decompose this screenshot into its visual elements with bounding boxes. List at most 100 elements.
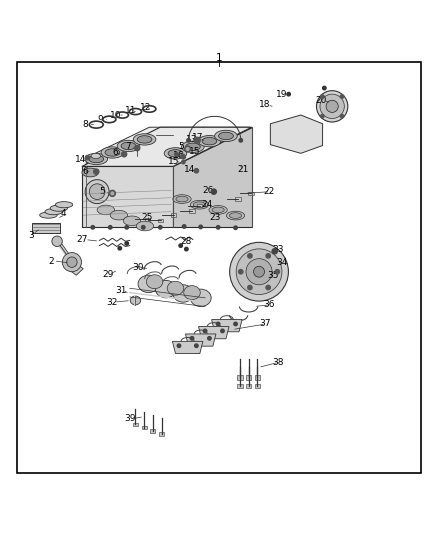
Bar bbox=[141, 426, 147, 429]
Text: 20: 20 bbox=[316, 96, 327, 105]
Circle shape bbox=[177, 344, 181, 348]
Ellipse shape bbox=[246, 259, 272, 285]
Circle shape bbox=[266, 285, 270, 290]
Ellipse shape bbox=[198, 135, 221, 147]
Bar bbox=[254, 375, 260, 379]
Text: 33: 33 bbox=[272, 246, 283, 254]
Ellipse shape bbox=[185, 143, 200, 150]
Ellipse shape bbox=[202, 138, 217, 145]
Ellipse shape bbox=[173, 195, 191, 204]
Ellipse shape bbox=[85, 180, 109, 204]
Bar bbox=[32, 223, 60, 232]
Text: 3: 3 bbox=[28, 231, 34, 240]
Ellipse shape bbox=[219, 132, 233, 140]
Circle shape bbox=[182, 160, 185, 164]
Circle shape bbox=[194, 168, 198, 173]
Text: 25: 25 bbox=[141, 213, 153, 222]
Text: 12: 12 bbox=[140, 103, 152, 112]
Bar bbox=[237, 375, 243, 379]
Circle shape bbox=[221, 329, 224, 333]
Text: 13: 13 bbox=[186, 135, 198, 144]
Polygon shape bbox=[270, 115, 322, 154]
Circle shape bbox=[194, 344, 198, 348]
Circle shape bbox=[340, 115, 344, 118]
Ellipse shape bbox=[133, 134, 156, 145]
Ellipse shape bbox=[215, 130, 237, 142]
Circle shape bbox=[234, 322, 237, 326]
Ellipse shape bbox=[230, 243, 288, 301]
Ellipse shape bbox=[89, 184, 105, 199]
Circle shape bbox=[272, 249, 277, 254]
Polygon shape bbox=[86, 127, 250, 175]
Text: 27: 27 bbox=[76, 235, 88, 244]
Circle shape bbox=[185, 247, 188, 251]
Ellipse shape bbox=[317, 91, 348, 122]
Ellipse shape bbox=[101, 147, 124, 158]
Text: 5: 5 bbox=[99, 187, 105, 196]
Ellipse shape bbox=[85, 154, 108, 165]
Ellipse shape bbox=[91, 154, 101, 158]
Bar bbox=[254, 384, 260, 389]
Circle shape bbox=[248, 285, 252, 290]
Ellipse shape bbox=[182, 141, 204, 152]
Text: 30: 30 bbox=[133, 263, 144, 272]
Ellipse shape bbox=[326, 100, 338, 112]
Text: 17: 17 bbox=[191, 133, 203, 142]
Bar bbox=[246, 384, 251, 389]
Circle shape bbox=[194, 137, 200, 143]
Circle shape bbox=[216, 322, 220, 326]
Text: 37: 37 bbox=[259, 319, 270, 328]
Ellipse shape bbox=[123, 216, 141, 225]
Text: 31: 31 bbox=[115, 286, 127, 295]
Circle shape bbox=[91, 225, 95, 229]
Polygon shape bbox=[173, 341, 203, 353]
Bar bbox=[159, 432, 164, 436]
Bar bbox=[197, 204, 202, 207]
Ellipse shape bbox=[190, 289, 211, 306]
Ellipse shape bbox=[45, 208, 62, 215]
Circle shape bbox=[125, 241, 128, 245]
Text: 26: 26 bbox=[202, 186, 214, 195]
Text: 18: 18 bbox=[259, 100, 270, 109]
Circle shape bbox=[186, 148, 189, 150]
Text: 32: 32 bbox=[107, 298, 118, 306]
Text: 38: 38 bbox=[272, 358, 283, 367]
Text: 24: 24 bbox=[201, 200, 212, 209]
Text: 29: 29 bbox=[102, 270, 114, 279]
Text: 11: 11 bbox=[124, 106, 136, 115]
Circle shape bbox=[175, 152, 178, 156]
Circle shape bbox=[109, 225, 112, 229]
Circle shape bbox=[183, 225, 186, 228]
Circle shape bbox=[134, 146, 140, 151]
Text: 19: 19 bbox=[276, 90, 288, 99]
Ellipse shape bbox=[55, 201, 73, 208]
Ellipse shape bbox=[97, 205, 115, 215]
Ellipse shape bbox=[176, 196, 188, 202]
Ellipse shape bbox=[82, 168, 99, 177]
Text: 8: 8 bbox=[82, 120, 88, 129]
Ellipse shape bbox=[226, 211, 245, 220]
Polygon shape bbox=[173, 127, 252, 228]
Bar bbox=[235, 197, 241, 201]
Bar bbox=[248, 192, 254, 195]
Polygon shape bbox=[198, 327, 229, 339]
Bar bbox=[246, 375, 251, 379]
Ellipse shape bbox=[320, 94, 344, 118]
Circle shape bbox=[321, 95, 324, 98]
Ellipse shape bbox=[155, 280, 177, 298]
Ellipse shape bbox=[190, 200, 208, 209]
Circle shape bbox=[179, 244, 183, 247]
Text: 28: 28 bbox=[180, 237, 192, 246]
Circle shape bbox=[159, 225, 162, 229]
Circle shape bbox=[234, 226, 237, 230]
Circle shape bbox=[52, 236, 62, 246]
Circle shape bbox=[62, 253, 81, 272]
Ellipse shape bbox=[50, 205, 67, 211]
Text: 5: 5 bbox=[178, 142, 184, 151]
Circle shape bbox=[85, 156, 90, 160]
Ellipse shape bbox=[138, 275, 159, 293]
Circle shape bbox=[190, 336, 194, 340]
Bar bbox=[158, 219, 163, 222]
Circle shape bbox=[275, 270, 279, 274]
Text: 21: 21 bbox=[237, 165, 249, 174]
